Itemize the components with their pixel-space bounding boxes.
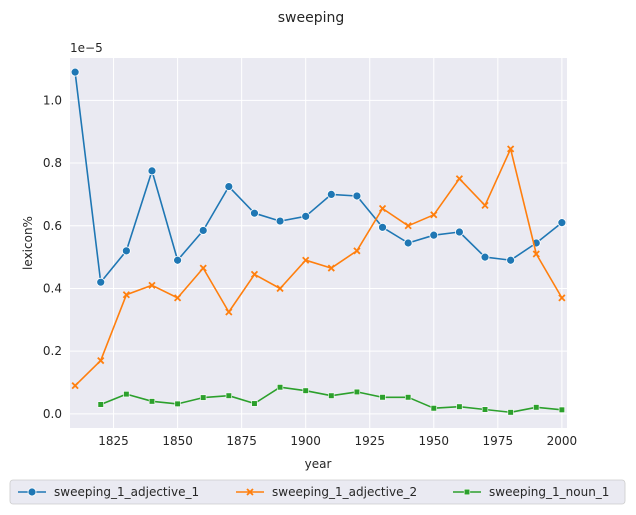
x-tick-label: 1950 <box>419 434 450 448</box>
data-point <box>352 191 362 201</box>
data-point <box>403 238 413 248</box>
data-point <box>199 264 207 272</box>
legend-marker <box>27 487 37 497</box>
data-point <box>378 222 387 232</box>
data-point <box>456 403 463 410</box>
series-line <box>74 72 563 284</box>
data-point <box>70 67 80 77</box>
grid-lines <box>70 58 567 428</box>
data-point <box>327 264 335 272</box>
data-point <box>122 291 130 299</box>
data-point <box>224 182 234 191</box>
plot-area <box>70 58 567 428</box>
data-point <box>148 281 156 289</box>
data-point <box>558 294 566 302</box>
y-tick-label: 0.8 <box>43 156 62 170</box>
data-point <box>481 201 489 209</box>
data-point <box>404 222 412 230</box>
data-point <box>71 382 79 390</box>
legend-label: sweeping_1_noun_1 <box>489 485 609 499</box>
y-tick-label: 1.0 <box>43 93 62 107</box>
data-point <box>96 277 106 287</box>
data-point <box>251 400 258 407</box>
legend-label: sweeping_1_adjective_1 <box>54 485 199 499</box>
series-sweeping_1_noun_1 <box>97 384 565 416</box>
data-point <box>379 394 386 401</box>
data-point <box>198 226 208 235</box>
data-point <box>302 256 310 264</box>
data-point <box>276 284 284 293</box>
data-point <box>250 208 259 218</box>
x-tick-label: 2000 <box>547 434 578 448</box>
data-point <box>353 388 361 396</box>
data-point <box>455 175 464 183</box>
y-tick-label: 0.4 <box>43 281 62 295</box>
data-point <box>276 384 284 391</box>
data-point <box>506 255 516 265</box>
x-tick-label: 1875 <box>226 434 257 448</box>
series-layer <box>70 67 567 416</box>
series-line <box>74 148 563 387</box>
chart-title: sweeping <box>278 10 345 26</box>
data-point <box>507 145 515 153</box>
data-point <box>328 392 335 399</box>
data-point <box>148 398 156 405</box>
legend-entry: sweeping_1_adjective_1 <box>18 485 199 499</box>
x-tick-label: 1925 <box>354 434 385 448</box>
y-tick-labels: 0.0 0.2 0.4 0.6 0.8 1.0 <box>43 93 62 421</box>
data-point <box>532 250 540 258</box>
legend-frame <box>9 479 626 505</box>
legend-label: sweeping_1_adjective_2 <box>272 485 417 499</box>
data-point <box>430 405 437 412</box>
data-point <box>173 255 182 265</box>
data-point <box>174 400 181 407</box>
data-point <box>557 218 567 228</box>
y-tick-label: 0.6 <box>43 219 62 233</box>
y-axis-offset-label: 1e−5 <box>70 41 103 55</box>
data-point <box>97 401 104 408</box>
legend-marker <box>246 488 254 496</box>
data-point <box>275 216 285 226</box>
y-tick-label: 0.2 <box>43 344 62 358</box>
data-point <box>481 406 489 413</box>
data-point <box>533 404 540 411</box>
data-point <box>301 211 311 221</box>
data-point <box>378 204 387 213</box>
series-sweeping_1_adjective_2 <box>71 145 566 390</box>
data-point <box>558 406 565 413</box>
x-tick-label: 1975 <box>483 434 514 448</box>
legend: sweeping_1_adjective_1 sweeping_1_adjecti… <box>9 479 626 505</box>
data-point <box>480 252 490 262</box>
legend-entry: sweeping_1_noun_1 <box>453 485 609 499</box>
data-point <box>200 394 207 401</box>
data-point <box>173 294 182 302</box>
x-tick-label: 1900 <box>290 434 321 448</box>
data-point <box>302 387 309 394</box>
data-point <box>123 391 130 398</box>
y-axis-label: lexicon% <box>21 216 35 270</box>
data-point <box>250 270 259 278</box>
data-point <box>430 211 438 219</box>
x-tick-label: 1850 <box>162 434 193 448</box>
legend-marker <box>463 488 471 496</box>
y-tick-label: 0.0 <box>43 407 62 421</box>
data-point <box>326 189 336 199</box>
data-point <box>225 308 233 316</box>
x-tick-label: 1825 <box>98 434 129 448</box>
legend-entry: sweeping_1_adjective_2 <box>236 485 417 499</box>
data-point <box>455 227 464 237</box>
data-point <box>429 230 439 240</box>
data-point <box>121 246 131 256</box>
data-point <box>97 356 105 365</box>
data-point <box>225 392 232 399</box>
x-tick-labels: 1825 1850 1875 1900 1925 1950 1975 2000 <box>98 434 577 448</box>
data-point <box>405 394 412 401</box>
data-point <box>507 409 514 416</box>
data-point <box>353 247 361 255</box>
x-axis-label: year <box>305 457 332 471</box>
data-point <box>147 166 157 176</box>
